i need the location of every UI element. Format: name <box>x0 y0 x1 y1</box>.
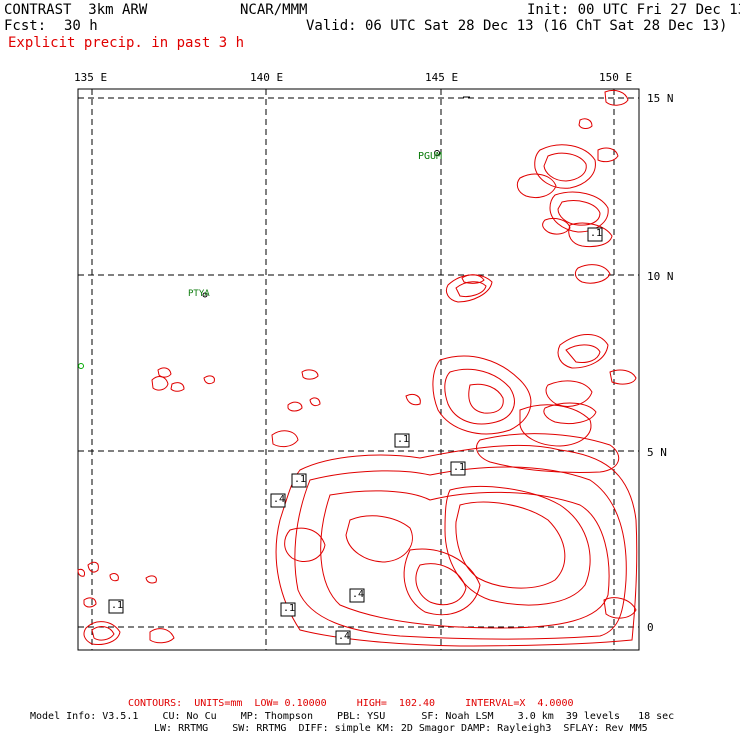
contour-label: .4 <box>338 631 351 642</box>
lon-label-140: 140 E <box>250 71 284 84</box>
contour-label-boxes <box>108 227 603 645</box>
organization: NCAR/MMM <box>240 2 308 18</box>
forecast-label: Fcst: <box>4 18 47 34</box>
lat-label-5n: 5 N <box>647 446 667 459</box>
lon-label-135: 135 E <box>74 71 108 84</box>
contour-label: .1 <box>283 603 296 614</box>
model-info: Model Info: V3.5.1 CU: No Cu MP: Thompso… <box>30 711 675 722</box>
station-marker-ptya <box>202 292 208 298</box>
station-label-pgum: PGUM <box>418 151 443 162</box>
valid-time: Valid: 06 UTC Sat 28 Dec 13 (16 ChT Sat … <box>306 18 728 34</box>
init-time: Init: 00 UTC Fri 27 Dec 13 <box>527 2 740 18</box>
lat-label-0: 0 <box>647 621 654 634</box>
contour-label: .1 <box>111 600 124 611</box>
contours-info: CONTOURS: UNITS=mm LOW= 0.10000 HIGH= 10… <box>128 698 574 709</box>
lat-label-15n: 15 N <box>647 92 674 105</box>
contour-label: .1 <box>397 434 410 445</box>
station-label-ptya: PTYA <box>188 289 210 299</box>
model-title: CONTRAST 3km ARW <box>4 2 148 18</box>
precip-contours <box>77 89 638 647</box>
lat-label-10n: 10 N <box>647 270 674 283</box>
contour-label: .4 <box>273 494 286 505</box>
field-title: Explicit precip. in past 3 h <box>8 35 245 51</box>
map-frame <box>77 88 640 651</box>
physics-info: LW: RRTMG SW: RRTMG DIFF: simple KM: 2D … <box>154 723 648 734</box>
contour-label: .1 <box>590 228 603 239</box>
contour-label: .4 <box>352 589 365 600</box>
graticule <box>78 89 639 650</box>
forecast-hours: 30 h <box>64 18 98 34</box>
lon-label-150: 150 E <box>599 71 633 84</box>
contour-label: .1 <box>294 474 307 485</box>
station-marker-pgum <box>434 150 440 156</box>
contour-label: .1 <box>453 462 466 473</box>
station-marker-west <box>78 363 84 369</box>
lon-label-145: 145 E <box>425 71 459 84</box>
